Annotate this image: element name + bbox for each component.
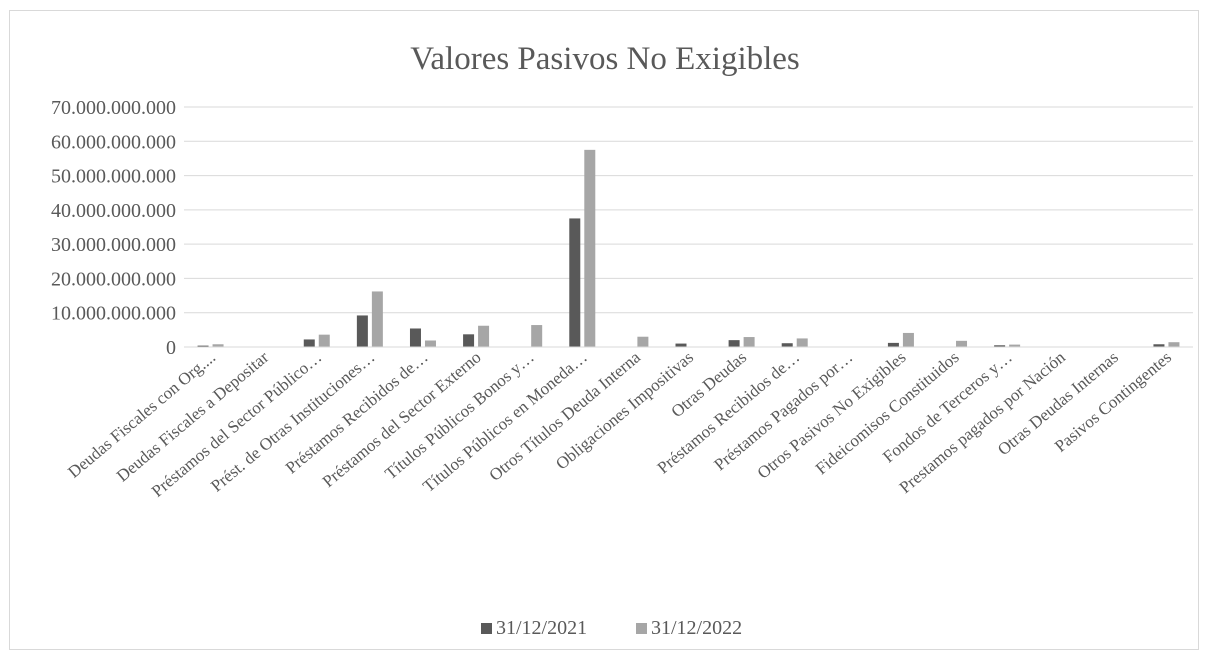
- bar: [796, 338, 808, 347]
- bars: [197, 149, 1180, 347]
- bar: [902, 332, 914, 347]
- gridlines: [184, 106, 1193, 314]
- y-tick-label: 70.000.000.000: [51, 97, 176, 119]
- bar: [1009, 344, 1021, 347]
- bar: [637, 336, 649, 347]
- chart-title: Valores Pasivos No Exigibles: [410, 41, 800, 77]
- bar: [212, 344, 224, 347]
- bar: [728, 340, 740, 347]
- bar: [197, 345, 209, 347]
- bar: [463, 334, 475, 347]
- y-tick-label: 40.000.000.000: [51, 200, 176, 222]
- bar: [318, 334, 330, 347]
- y-tick-label: 0: [166, 337, 176, 359]
- bar: [1168, 342, 1180, 347]
- bar: [675, 343, 687, 347]
- bar: [887, 342, 899, 347]
- bar: [781, 343, 793, 347]
- y-tick-label: 10.000.000.000: [51, 303, 176, 325]
- bar: [584, 149, 596, 347]
- legend: 31/12/2021 31/12/2022: [481, 617, 742, 639]
- bar: [409, 328, 421, 347]
- bar: [424, 340, 436, 347]
- bar: [994, 345, 1006, 347]
- bar: [356, 315, 368, 347]
- y-axis-tick-labels: 0 10.000.000.000 20.000.000.000 30.000.000.…: [51, 97, 176, 359]
- bar: [531, 325, 543, 347]
- y-tick-label: 30.000.000.000: [51, 234, 176, 256]
- y-tick-label: 20.000.000.000: [51, 268, 176, 290]
- legend-swatch: [636, 623, 647, 634]
- legend-label: 31/12/2021: [496, 617, 587, 639]
- bar: [1153, 344, 1165, 347]
- bar: [371, 291, 383, 347]
- bar: [478, 325, 490, 347]
- legend-label: 31/12/2022: [651, 617, 742, 639]
- bar: [569, 218, 581, 347]
- legend-swatch: [481, 623, 492, 634]
- bar: [956, 340, 968, 347]
- bar: [743, 337, 755, 347]
- bar: [303, 339, 315, 347]
- y-tick-label: 50.000.000.000: [51, 166, 176, 188]
- y-tick-label: 60.000.000.000: [51, 131, 176, 153]
- x-axis-category-labels: Deudas Fiscales con Org....Deudas Fiscal…: [64, 347, 1175, 501]
- chart-frame: [9, 10, 1199, 650]
